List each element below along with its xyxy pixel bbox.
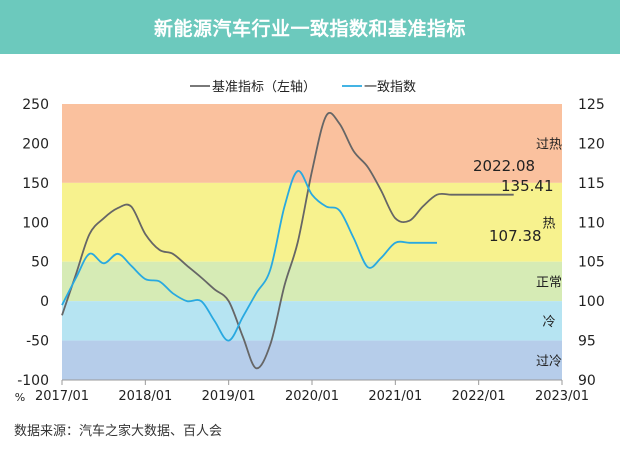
x-tick-label-3: 2020/01 bbox=[285, 389, 339, 404]
annotations: 2022.08 135.41 107.38 bbox=[473, 157, 554, 245]
left-axis: 250 200 150 100 50 0 -50 -100% bbox=[15, 97, 49, 404]
right-tick-label-5: 100 bbox=[578, 294, 605, 310]
x-tick-label-2: 2019/01 bbox=[202, 389, 256, 404]
left-tick-label-3: 100 bbox=[22, 215, 49, 231]
zone-bands bbox=[62, 104, 562, 380]
chart-title: 新能源汽车行业一致指数和基准指标 bbox=[0, 0, 620, 54]
series-line-1 bbox=[61, 170, 437, 342]
zone-band-2 bbox=[62, 261, 562, 302]
right-tick-label-6: 95 bbox=[578, 334, 596, 350]
left-tick-label-7: -100 bbox=[17, 373, 49, 389]
zone-label-1: 热 bbox=[542, 216, 555, 231]
annotation-coincident-value: 107.38 bbox=[489, 227, 542, 245]
x-tick-label-5: 2022/01 bbox=[452, 389, 506, 404]
zone-label-3: 冷 bbox=[542, 315, 555, 330]
right-tick-label-7: 90 bbox=[578, 373, 596, 389]
left-tick-label-5: 0 bbox=[40, 294, 49, 310]
zone-label-4: 过冷 bbox=[536, 354, 562, 369]
zone-label-0: 过热 bbox=[536, 137, 562, 152]
x-tick-label-6: 2023/01 bbox=[535, 389, 589, 404]
right-tick-label-3: 110 bbox=[578, 215, 605, 231]
zone-band-3 bbox=[62, 301, 562, 341]
right-tick-label-0: 125 bbox=[578, 97, 605, 113]
x-tick-label-4: 2021/01 bbox=[368, 389, 422, 404]
x-tick-label-0: 2017/01 bbox=[35, 389, 89, 404]
left-tick-label-2: 150 bbox=[22, 176, 49, 192]
annotation-date: 2022.08 bbox=[473, 157, 535, 175]
series-line-0 bbox=[61, 111, 514, 370]
zone-band-4 bbox=[62, 340, 562, 380]
left-tick-label-4: 50 bbox=[31, 255, 49, 271]
data-source: 数据来源：汽车之家大数据、百人会 bbox=[14, 424, 223, 439]
x-axis: 2017/01 2018/01 2019/01 2020/01 2021/01 2022/… bbox=[35, 379, 589, 404]
x-tick-label-1: 2018/01 bbox=[118, 389, 172, 404]
annotation-benchmark-value: 135.41 bbox=[501, 177, 554, 195]
legend-label-0: 基准指标（左轴） bbox=[212, 80, 316, 95]
legend: 基准指标（左轴） 一致指数 bbox=[190, 80, 416, 95]
right-tick-label-2: 115 bbox=[578, 176, 605, 192]
right-tick-label-1: 120 bbox=[578, 136, 605, 152]
left-tick-label-0: 250 bbox=[22, 97, 49, 113]
right-axis: 125 120 115 110 105 100 95 90 bbox=[578, 97, 605, 389]
legend-label-1: 一致指数 bbox=[364, 80, 416, 95]
left-tick-label-6: -50 bbox=[26, 334, 49, 350]
series-lines bbox=[61, 111, 514, 370]
left-tick-label-1: 200 bbox=[22, 136, 49, 152]
right-tick-label-4: 105 bbox=[578, 255, 605, 271]
left-axis-unit: % bbox=[15, 391, 25, 404]
zone-label-2: 正常 bbox=[536, 275, 562, 290]
